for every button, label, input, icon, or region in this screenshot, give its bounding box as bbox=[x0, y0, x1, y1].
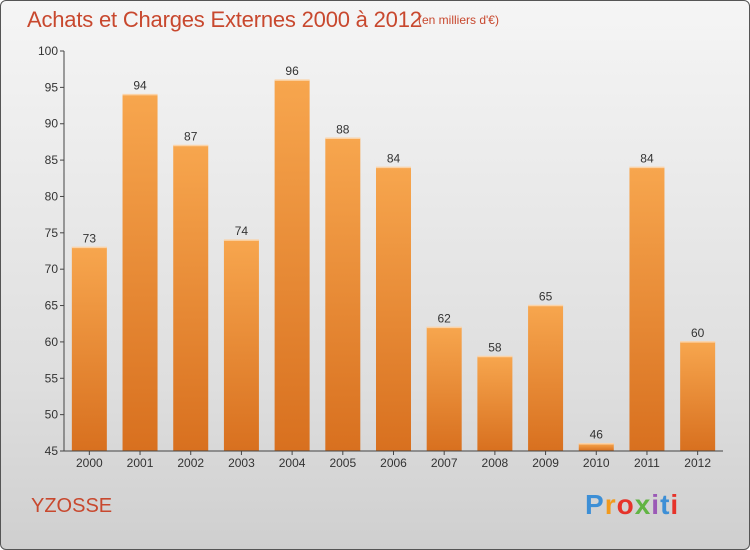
value-label-2010: 46 bbox=[590, 428, 604, 442]
commune-name: YZOSSE bbox=[31, 495, 113, 517]
value-label-2009: 65 bbox=[539, 290, 553, 304]
x-tick-label-2006: 2006 bbox=[380, 456, 407, 470]
y-tick-label: 60 bbox=[45, 335, 59, 349]
value-label-2008: 58 bbox=[488, 340, 502, 354]
x-axis-ticks: 2000 2001 2002 2003 2004 2005 2006 2007 2008 2009… bbox=[76, 451, 711, 470]
logo-letter: i bbox=[651, 489, 661, 520]
logo-letter: i bbox=[670, 489, 680, 520]
bar-2007 bbox=[426, 327, 462, 451]
logo-letter: x bbox=[634, 489, 652, 520]
bar-2003 bbox=[223, 240, 259, 451]
bar-2011 bbox=[629, 167, 665, 451]
bar-2008 bbox=[477, 356, 513, 451]
x-tick-label-2010: 2010 bbox=[583, 456, 610, 470]
x-tick-label-2008: 2008 bbox=[482, 456, 509, 470]
y-tick-label: 45 bbox=[45, 444, 59, 458]
y-tick-label: 90 bbox=[45, 117, 59, 131]
y-tick-label: 80 bbox=[45, 189, 59, 203]
value-label-2011: 84 bbox=[640, 151, 654, 165]
bar-2004 bbox=[274, 80, 310, 451]
value-label-2006: 84 bbox=[387, 151, 401, 165]
logo-letter: P bbox=[585, 489, 605, 520]
logo-letter: r bbox=[604, 489, 617, 520]
y-tick-label: 70 bbox=[45, 262, 59, 276]
value-label-2002: 87 bbox=[184, 130, 198, 144]
y-tick-label: 100 bbox=[38, 44, 58, 58]
x-tick-label-2003: 2003 bbox=[228, 456, 255, 470]
bar-2012 bbox=[680, 341, 716, 451]
x-tick-label-2005: 2005 bbox=[329, 456, 356, 470]
bar-2009 bbox=[528, 305, 564, 451]
chart-subtitle: (en milliers d'€) bbox=[418, 13, 499, 27]
bar-2005 bbox=[325, 138, 361, 452]
x-tick-label-2012: 2012 bbox=[684, 456, 711, 470]
logo-letter: t bbox=[660, 489, 671, 520]
y-axis-ticks: 45 50 55 60 65 70 75 80 85 90 95 100 bbox=[38, 44, 64, 458]
value-label-2001: 94 bbox=[133, 79, 147, 93]
x-tick-label-2007: 2007 bbox=[431, 456, 458, 470]
y-tick-label: 55 bbox=[45, 371, 59, 385]
y-tick-label: 75 bbox=[45, 226, 59, 240]
x-tick-label-2000: 2000 bbox=[76, 456, 103, 470]
bar-2000 bbox=[71, 247, 107, 451]
value-label-2000: 73 bbox=[83, 231, 97, 245]
y-tick-label: 95 bbox=[45, 80, 59, 94]
chart-title: Achats et Charges Externes 2000 à 2012 bbox=[27, 7, 422, 32]
bar-2006 bbox=[376, 167, 411, 451]
bar-2001 bbox=[122, 94, 158, 452]
x-tick-label-2009: 2009 bbox=[532, 456, 559, 470]
x-tick-label-2002: 2002 bbox=[177, 456, 204, 470]
value-label-2004: 96 bbox=[285, 64, 299, 78]
y-tick-label: 50 bbox=[45, 408, 59, 422]
x-tick-label-2004: 2004 bbox=[279, 456, 306, 470]
proxiti-logo[interactable]: Proxiti bbox=[585, 489, 679, 521]
y-tick-label: 85 bbox=[45, 153, 59, 167]
value-label-2007: 62 bbox=[438, 311, 452, 325]
value-label-2005: 88 bbox=[336, 122, 350, 136]
bar-2010 bbox=[578, 443, 614, 451]
bar-2002 bbox=[173, 145, 209, 451]
logo-letter: o bbox=[616, 489, 635, 520]
bars-group: 73 94 87 74 96 88 84 62 58 65 46 84 60 bbox=[71, 64, 716, 452]
value-label-2003: 74 bbox=[235, 224, 249, 238]
y-tick-label: 65 bbox=[45, 299, 59, 313]
x-tick-label-2011: 2011 bbox=[634, 456, 660, 470]
x-tick-label-2001: 2001 bbox=[127, 456, 154, 470]
value-label-2012: 60 bbox=[691, 326, 705, 340]
